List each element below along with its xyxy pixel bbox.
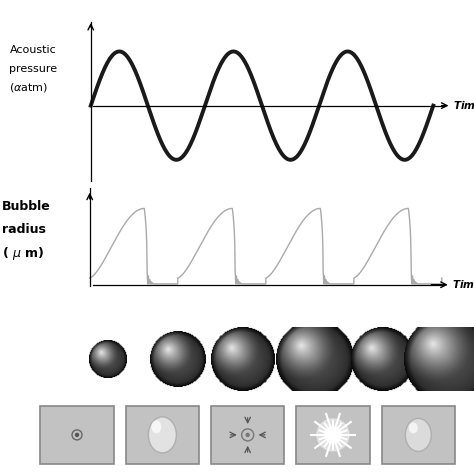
Text: Time ( $\mu$ s: Time ( $\mu$ s xyxy=(453,99,474,113)
Text: ( $\mu$ m): ( $\mu$ m) xyxy=(2,245,45,262)
Circle shape xyxy=(325,427,341,443)
Bar xyxy=(211,406,284,464)
Ellipse shape xyxy=(151,420,161,433)
Bar xyxy=(382,406,455,464)
Ellipse shape xyxy=(405,419,431,451)
Ellipse shape xyxy=(409,422,418,433)
Bar xyxy=(126,406,199,464)
Circle shape xyxy=(246,433,249,437)
Text: radius: radius xyxy=(2,223,46,237)
Ellipse shape xyxy=(148,417,176,453)
Circle shape xyxy=(317,419,349,451)
Text: Acoustic: Acoustic xyxy=(9,45,56,55)
Text: Time ( $\mu$ s: Time ( $\mu$ s xyxy=(452,278,474,292)
Text: pressure: pressure xyxy=(9,64,58,74)
Text: Bubble: Bubble xyxy=(2,200,51,213)
Bar xyxy=(296,406,370,464)
Text: ($\alpha$atm): ($\alpha$atm) xyxy=(9,81,49,94)
Bar xyxy=(40,406,114,464)
Circle shape xyxy=(75,433,79,437)
